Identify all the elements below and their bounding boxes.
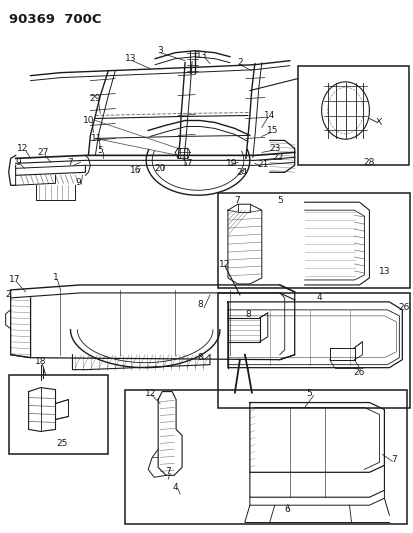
Text: 5: 5 [97, 146, 103, 155]
Text: 19: 19 [225, 159, 237, 168]
Text: 26: 26 [398, 303, 409, 312]
Text: 22: 22 [271, 153, 283, 162]
Text: 13: 13 [196, 51, 207, 60]
Text: 21: 21 [256, 160, 268, 169]
Text: 24: 24 [236, 168, 247, 177]
Bar [125, 390, 406, 524]
Text: 2: 2 [6, 290, 12, 300]
Text: 12: 12 [219, 260, 230, 269]
Text: 20: 20 [154, 164, 166, 173]
Bar [217, 293, 409, 408]
Text: 7: 7 [67, 158, 73, 167]
Text: 17: 17 [9, 276, 20, 285]
Text: 29: 29 [90, 94, 101, 103]
Text: 1: 1 [52, 273, 58, 282]
Text: 14: 14 [263, 111, 275, 120]
Text: 28: 28 [363, 158, 374, 167]
Bar [9, 375, 108, 454]
Text: 18: 18 [35, 357, 46, 366]
Text: 7: 7 [233, 196, 239, 205]
Text: 16: 16 [129, 166, 141, 175]
Bar [297, 66, 408, 165]
Text: 4: 4 [316, 293, 322, 302]
Text: 17: 17 [182, 159, 193, 168]
Text: 13: 13 [378, 268, 389, 277]
Text: 12: 12 [17, 144, 28, 153]
Text: 27: 27 [37, 148, 48, 157]
Text: 5: 5 [306, 389, 312, 398]
Text: 7: 7 [165, 467, 171, 476]
Text: 5: 5 [276, 196, 282, 205]
Text: 23: 23 [268, 144, 280, 153]
Text: 4: 4 [172, 483, 178, 492]
Text: 90369  700C: 90369 700C [9, 13, 101, 26]
Text: 13: 13 [124, 54, 136, 63]
Text: 26: 26 [353, 368, 364, 377]
Text: 10: 10 [83, 116, 94, 125]
Text: 2: 2 [237, 58, 242, 67]
Text: 12: 12 [144, 389, 156, 398]
Text: 9: 9 [76, 178, 81, 187]
Text: 8: 8 [197, 353, 202, 362]
Text: 6: 6 [284, 505, 290, 514]
Text: 8: 8 [197, 301, 202, 309]
Text: 3: 3 [157, 46, 163, 55]
Text: 15: 15 [266, 126, 278, 135]
Text: 25: 25 [57, 439, 68, 448]
Text: 8: 8 [244, 310, 250, 319]
Text: 9: 9 [16, 158, 21, 167]
Text: 7: 7 [391, 455, 396, 464]
Text: 11: 11 [90, 134, 102, 143]
Bar [217, 193, 409, 288]
